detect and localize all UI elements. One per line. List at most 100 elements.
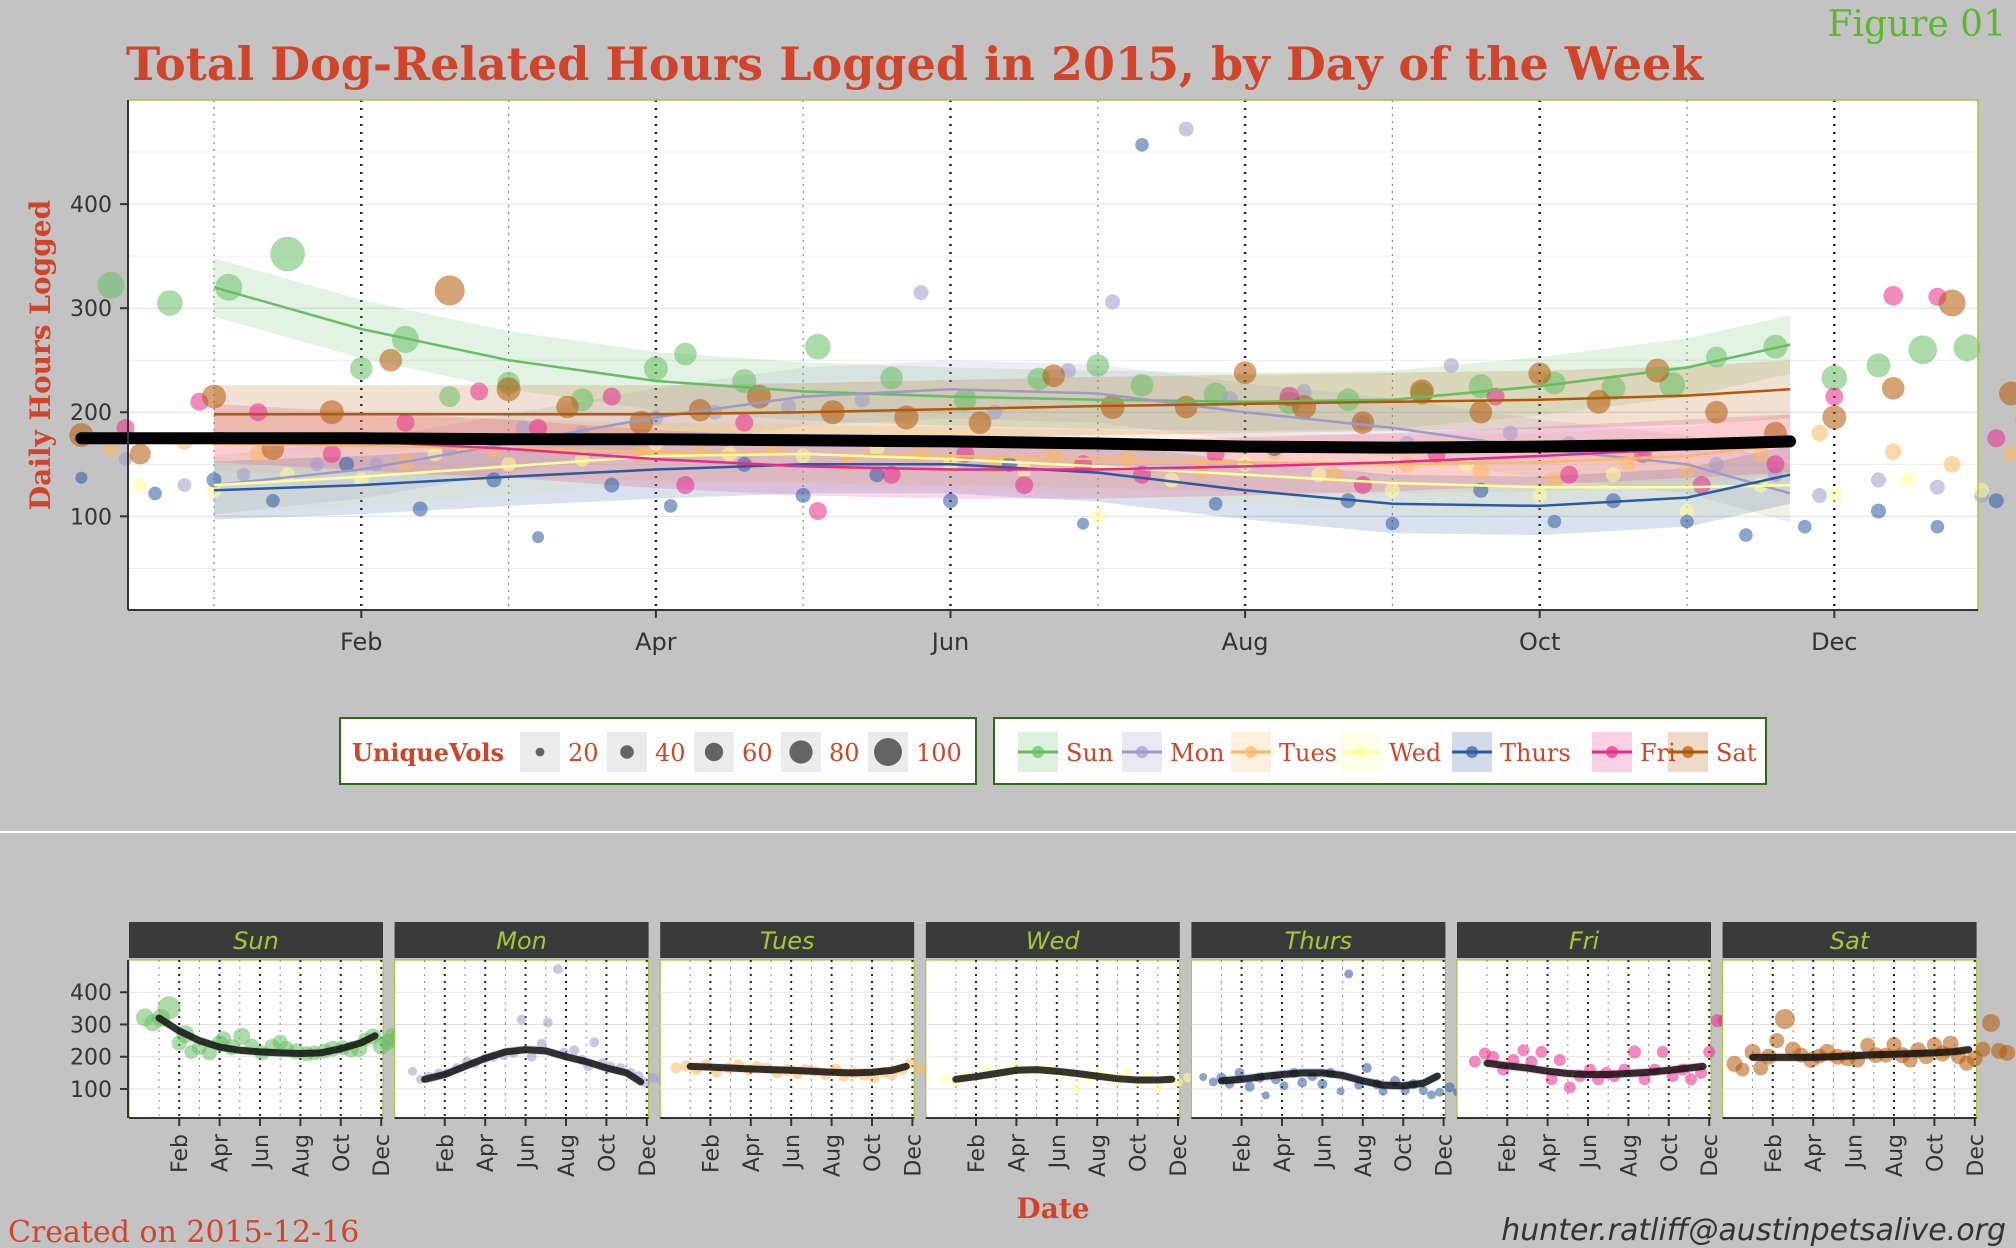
facet-point xyxy=(1753,1060,1769,1076)
point-sun xyxy=(270,236,305,272)
facet-point xyxy=(233,1027,251,1045)
facet-point xyxy=(1563,1081,1576,1094)
point-wed xyxy=(1237,456,1253,472)
facet-x-tick-label: Aug xyxy=(555,1134,580,1177)
point-thurs xyxy=(412,501,428,517)
facet-panel xyxy=(1456,959,1712,1119)
ribbon-fri xyxy=(214,403,1791,499)
point-sat xyxy=(379,348,403,372)
facet-point xyxy=(1685,1073,1697,1086)
facet-point xyxy=(1982,1013,2000,1032)
point-sun xyxy=(805,333,831,360)
facet-point xyxy=(1336,1087,1345,1096)
point-sat xyxy=(1351,411,1375,435)
facet-trend-line xyxy=(421,1046,645,1086)
facet-point xyxy=(1317,1079,1328,1090)
facet-point xyxy=(1638,1073,1651,1086)
facet-point xyxy=(1545,1073,1558,1086)
point-fri xyxy=(1353,476,1372,495)
size-legend-key-circle xyxy=(704,742,724,762)
facet-thurs: Thurs Feb Apr Jun Aug Oct Dec xyxy=(1190,922,1485,1177)
facet-x-tick-label: Jun xyxy=(1843,1134,1868,1170)
facet-mon: Mon Feb Apr Jun Aug Oct Dec xyxy=(394,922,689,1177)
facet-point xyxy=(1208,1077,1218,1087)
facet-point xyxy=(1173,1077,1183,1088)
facet-point xyxy=(1553,1054,1566,1066)
point-mon xyxy=(913,285,929,301)
point-thurs xyxy=(1077,517,1090,530)
facet-x-tick-label: Feb xyxy=(168,1134,193,1173)
ribbon-sun xyxy=(214,258,1791,431)
point-fri xyxy=(735,413,754,432)
point-sat xyxy=(1881,377,1905,400)
facet-strip xyxy=(925,922,1180,958)
facet-point xyxy=(542,1017,553,1028)
point-sun xyxy=(1706,346,1727,368)
facet-point xyxy=(940,1074,951,1085)
facet-point xyxy=(1525,1055,1538,1068)
point-wed xyxy=(1532,488,1548,503)
facet-x-tick-label: Aug xyxy=(1352,1134,1377,1177)
point-fri xyxy=(249,403,268,422)
facet-strip-label: Fri xyxy=(1569,927,1600,955)
facet-x-tick-label: Oct xyxy=(1923,1134,1948,1172)
color-legend-key-dot xyxy=(1606,746,1618,758)
point-thurs xyxy=(1547,514,1562,529)
point-thurs xyxy=(943,493,958,509)
point-thurs xyxy=(148,486,162,501)
point-thurs xyxy=(1798,519,1812,534)
point-fri xyxy=(529,418,548,437)
point-sat xyxy=(1174,395,1198,419)
point-tues xyxy=(1192,461,1210,478)
point-sat xyxy=(1042,364,1065,388)
point-fri xyxy=(396,413,415,432)
point-sat xyxy=(1822,405,1847,430)
color-legend-key-dot xyxy=(1355,746,1367,758)
point-mon xyxy=(236,467,251,482)
point-wed xyxy=(1679,503,1695,519)
facet-point xyxy=(589,1037,600,1048)
facet-x-tick-label: Aug xyxy=(1883,1134,1908,1177)
size-legend-key-label: 20 xyxy=(568,739,599,767)
facet-point xyxy=(536,1038,547,1049)
facet-point xyxy=(1183,1072,1194,1083)
facet-point xyxy=(1703,1045,1716,1058)
facet-y-tick-label: 400 xyxy=(70,981,112,1006)
facet-x-tick-label: Jun xyxy=(780,1134,805,1170)
main-x-tick-label: Oct xyxy=(1519,628,1561,656)
facet-strip-label: Mon xyxy=(496,927,547,955)
facet-trend-line xyxy=(1749,1046,1973,1061)
facet-trend-line xyxy=(952,1066,1176,1084)
point-fri xyxy=(1883,285,1903,306)
facet-x-tick-label: Apr xyxy=(1802,1133,1827,1172)
facet-x-tick-label: Dec xyxy=(1433,1134,1458,1177)
point-mon xyxy=(1812,488,1828,503)
point-sun xyxy=(674,342,697,366)
trend-line-sun xyxy=(213,286,1791,404)
facet-strip-label: Sun xyxy=(233,927,279,955)
point-wed xyxy=(1605,467,1621,483)
facet-point xyxy=(1435,1087,1445,1097)
facet-strip-label: Thurs xyxy=(1285,927,1352,955)
overall-trend-line xyxy=(75,432,1797,454)
size-legend-key-circle xyxy=(620,745,634,759)
facet-wed: Wed Feb Apr Jun Aug Oct Dec xyxy=(925,922,1217,1177)
point-sun xyxy=(1953,334,1981,362)
point-thurs xyxy=(266,493,280,508)
facet-point xyxy=(670,1062,682,1074)
facet-point xyxy=(1656,1045,1669,1058)
facet-sun: Sun Feb Apr Jun Aug Oct Dec xyxy=(128,922,424,1177)
facet-x-tick-label: Aug xyxy=(1617,1134,1642,1177)
point-tues xyxy=(912,445,930,463)
facet-strip xyxy=(1457,922,1711,958)
point-sat xyxy=(1999,381,2016,406)
point-tues xyxy=(1943,456,1961,473)
point-sun xyxy=(953,388,977,412)
facet-x-tick-label: Jun xyxy=(1577,1134,1602,1170)
facet-point xyxy=(1418,1086,1428,1096)
ribbon-sat xyxy=(214,360,1791,444)
main-y-tick-label: 400 xyxy=(70,193,112,218)
facet-x-tick-label: Oct xyxy=(1392,1134,1417,1172)
trend-line-fri xyxy=(213,431,1791,471)
facet-fri: Fri Feb Apr Jun Aug Oct Dec xyxy=(1456,922,1748,1177)
